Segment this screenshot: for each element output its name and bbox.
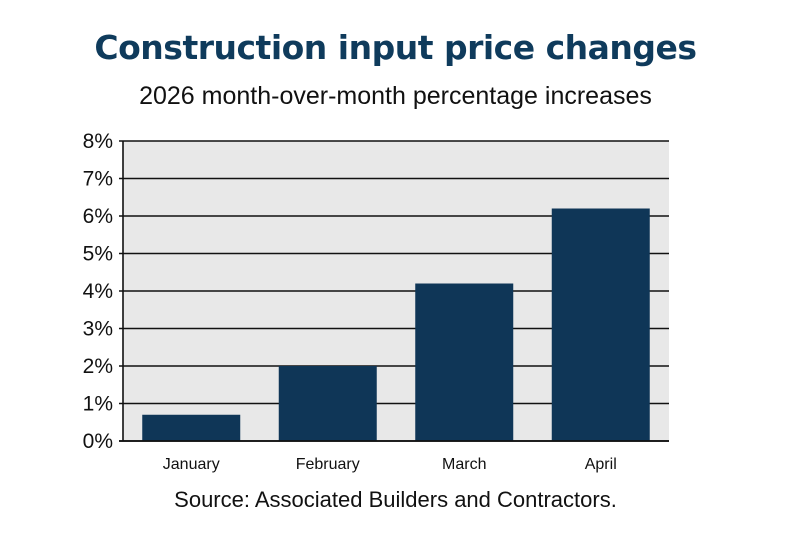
x-tick-label: January [163, 456, 220, 473]
y-tick-label: 1% [83, 393, 113, 416]
y-tick-label: 5% [83, 243, 113, 266]
bar [415, 283, 514, 441]
y-tick-label: 7% [83, 168, 113, 191]
chart-subtitle: 2026 month-over-month percentage increas… [139, 82, 652, 110]
bar [278, 366, 377, 441]
x-tick-label: April [585, 456, 617, 473]
x-tick-label: February [296, 456, 360, 473]
y-tick-label: 8% [83, 130, 113, 153]
bar [142, 414, 241, 441]
y-tick-label: 6% [83, 205, 113, 228]
bar [551, 208, 650, 441]
y-tick-label: 0% [83, 430, 113, 453]
chart-title: Construction input price changes [94, 28, 697, 67]
y-tick-label: 2% [83, 355, 113, 378]
source-note: Source: Associated Builders and Contract… [174, 487, 617, 512]
y-tick-label: 4% [83, 280, 113, 303]
x-tick-label: March [442, 456, 486, 473]
y-tick-label: 3% [83, 318, 113, 341]
